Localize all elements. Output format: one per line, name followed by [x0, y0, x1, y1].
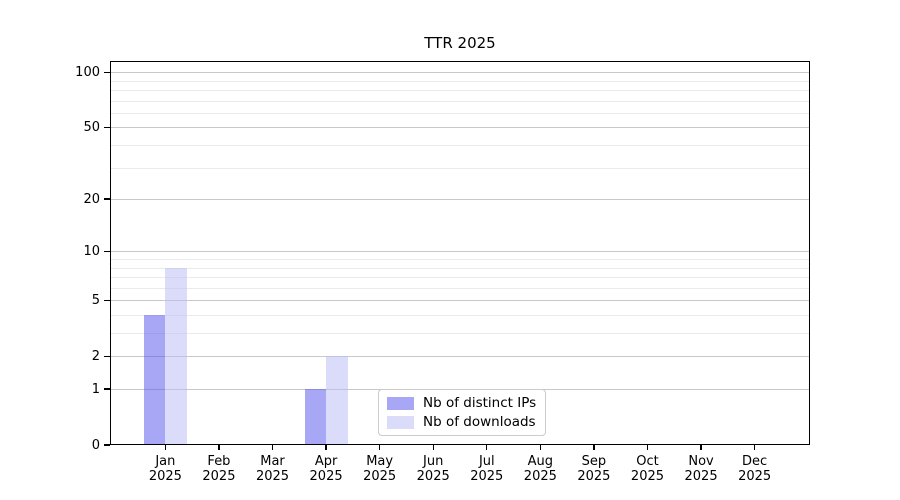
- x-tick-mark: [164, 445, 166, 450]
- major-gridline: [110, 127, 810, 129]
- x-tick-mark: [539, 445, 541, 450]
- legend-item-distinct-ips: Nb of distinct IPs: [387, 395, 536, 411]
- major-gridline: [110, 300, 810, 302]
- minor-gridline: [110, 277, 810, 279]
- minor-gridline: [110, 145, 810, 146]
- x-tick-label-feb: Feb 2025: [202, 454, 236, 484]
- minor-gridline: [110, 314, 810, 316]
- major-gridline: [110, 199, 810, 201]
- minor-gridline: [110, 267, 810, 269]
- x-tick-label-jul: Jul 2025: [470, 454, 504, 484]
- x-tick-label-jan: Jan 2025: [148, 454, 182, 484]
- x-tick-label-apr: Apr 2025: [309, 454, 343, 484]
- y-tick-mark: [104, 126, 110, 128]
- x-tick-label-nov: Nov 2025: [684, 454, 718, 484]
- minor-gridline: [110, 100, 810, 102]
- x-tick-label-may: May 2025: [363, 454, 397, 484]
- x-tick-label-sep: Sep 2025: [577, 454, 611, 484]
- y-tick-mark: [104, 444, 110, 446]
- x-tick-label-oct: Oct 2025: [630, 454, 665, 484]
- legend-swatch-distinct-ips: [387, 396, 414, 410]
- y-tick-label: 2: [91, 348, 100, 364]
- x-tick-mark: [271, 445, 274, 450]
- major-gridline: [110, 251, 810, 253]
- y-tick-mark: [104, 388, 110, 390]
- chart-title: TTR 2025: [424, 34, 496, 52]
- y-tick-label: 1: [91, 381, 100, 397]
- minor-gridline: [110, 333, 810, 334]
- y-tick-mark: [104, 71, 110, 73]
- bar-apr-series1: [326, 356, 348, 445]
- y-tick-mark: [104, 198, 110, 200]
- major-gridline: [110, 72, 810, 74]
- legend-item-downloads: Nb of downloads: [387, 414, 536, 430]
- y-tick-label: 10: [83, 243, 100, 259]
- minor-gridline: [110, 167, 810, 169]
- x-tick-mark: [432, 445, 434, 450]
- plot-area: [110, 61, 810, 445]
- x-tick-label-dec: Dec 2025: [738, 454, 772, 484]
- bar-apr-series0: [304, 389, 327, 445]
- minor-gridline: [110, 258, 810, 260]
- x-tick-label-mar: Mar 2025: [255, 454, 290, 484]
- x-tick-mark: [218, 445, 220, 450]
- bar-jan-series0: [143, 314, 166, 445]
- y-tick-mark: [104, 355, 110, 357]
- major-gridline: [110, 356, 810, 358]
- y-tick-label: 50: [83, 119, 100, 135]
- bar-jan-series1: [165, 267, 187, 445]
- legend-label-distinct-ips: Nb of distinct IPs: [423, 395, 537, 411]
- x-tick-mark: [379, 445, 381, 450]
- y-tick-label: 100: [75, 64, 100, 80]
- legend-label-downloads: Nb of downloads: [423, 414, 536, 430]
- y-tick-label: 0: [91, 437, 100, 453]
- legend: Nb of distinct IPs Nb of downloads: [378, 389, 547, 436]
- x-tick-mark: [486, 445, 488, 450]
- y-tick-mark: [104, 299, 110, 301]
- y-tick-label: 20: [83, 191, 100, 207]
- x-tick-label-jun: Jun 2025: [416, 454, 450, 484]
- minor-gridline: [110, 90, 810, 91]
- y-tick-mark: [104, 250, 110, 252]
- minor-gridline: [110, 112, 810, 114]
- x-tick-mark: [646, 445, 649, 450]
- minor-gridline: [110, 287, 810, 289]
- minor-gridline: [110, 80, 810, 82]
- y-tick-label: 5: [91, 292, 100, 308]
- x-tick-mark: [700, 445, 702, 450]
- x-tick-mark: [754, 445, 756, 450]
- x-tick-mark: [325, 445, 327, 450]
- x-tick-label-aug: Aug 2025: [523, 454, 557, 484]
- legend-swatch-downloads: [387, 415, 414, 429]
- x-tick-mark: [593, 445, 595, 450]
